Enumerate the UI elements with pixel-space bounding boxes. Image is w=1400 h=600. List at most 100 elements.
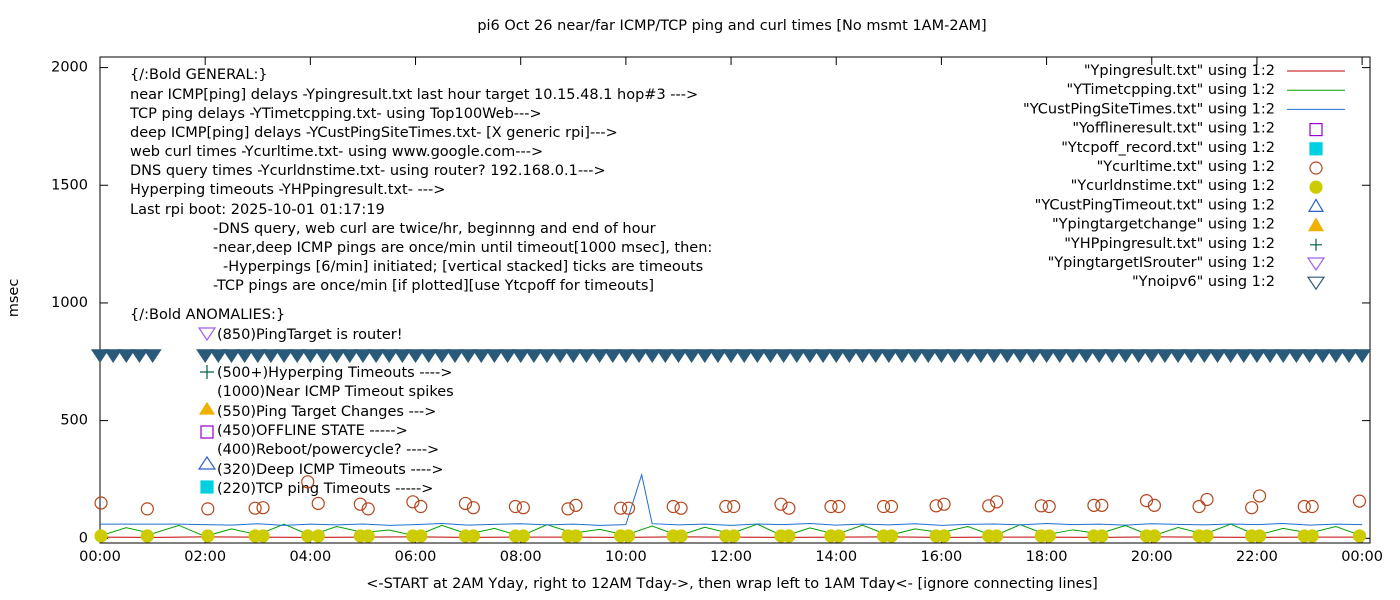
data-point: [932, 349, 951, 363]
data-point: [1200, 492, 1214, 507]
data-point: [1087, 498, 1101, 512]
data-point: [813, 349, 833, 363]
annotation: -TCP pings are once/min [if plotted][use…: [213, 278, 654, 294]
data-point: [261, 349, 281, 363]
data-point: [1208, 349, 1227, 363]
data-point: [1252, 489, 1267, 503]
data-point: [629, 349, 649, 363]
series-line: [100, 472, 1363, 526]
data-point: [1297, 499, 1311, 514]
data-point: [1300, 349, 1319, 363]
data-point: [1042, 529, 1056, 543]
data-point: [466, 529, 480, 543]
data-point: [1042, 499, 1056, 514]
data-point: [516, 529, 530, 543]
data-point: [876, 499, 891, 514]
data-point: [301, 475, 315, 489]
data-point: [393, 349, 412, 363]
data-point: [1195, 349, 1214, 363]
data-point: [1142, 349, 1161, 363]
legend-label: "Ytcpoff_record.txt" using 1:2: [1061, 140, 1275, 156]
data-point: [1247, 349, 1267, 363]
data-point: [288, 349, 307, 363]
data-point: [1095, 529, 1109, 543]
y-tick-label: 1000: [51, 295, 88, 311]
data-point: [832, 499, 846, 514]
symbol: [200, 425, 214, 439]
legend-label: "YCustPingTimeout.txt" using 1:2: [1035, 197, 1275, 213]
data-point: [879, 349, 898, 363]
data-point: [800, 349, 820, 363]
legend-label: "YpingtargetISrouter" using 1:2: [1048, 255, 1275, 271]
data-point: [1168, 349, 1188, 363]
legend-swatch: [1306, 257, 1326, 272]
symbol: [198, 401, 216, 415]
legend-swatch: [1309, 142, 1323, 156]
data-point: [1063, 349, 1082, 363]
data-point: [735, 349, 754, 363]
data-point: [414, 529, 428, 543]
data-point: [1090, 349, 1109, 363]
annotation: (550)Ping Target Changes --->: [217, 404, 436, 420]
legend-label: "Ycurldnstime.txt" using 1:2: [1071, 178, 1275, 194]
data-point: [458, 496, 473, 511]
data-point: [445, 349, 465, 363]
data-point: [361, 502, 375, 516]
data-point: [674, 529, 688, 543]
legend-label: "Ynoipv6" using 1:2: [1132, 274, 1275, 290]
data-point: [1024, 349, 1043, 363]
data-point: [569, 529, 583, 543]
data-point: [1034, 499, 1048, 513]
annotation: (450)OFFLINE STATE ----->: [217, 423, 408, 439]
x-tick-label: 20:00: [1131, 549, 1173, 565]
data-point: [905, 349, 925, 363]
data-point: [201, 502, 215, 516]
data-point: [666, 499, 680, 514]
data-point: [603, 349, 622, 363]
data-point: [616, 349, 636, 363]
data-point: [719, 499, 733, 514]
annotation: web curl times -Ycurltime.txt- using www…: [130, 144, 543, 160]
data-point: [695, 349, 714, 363]
x-tick-label: 14:00: [815, 549, 857, 565]
data-point: [511, 349, 530, 363]
y-tick-label: 2000: [51, 60, 88, 76]
data-point: [1147, 498, 1161, 512]
data-point: [466, 501, 480, 515]
data-point: [406, 495, 420, 509]
data-point: [414, 499, 428, 514]
data-point: [143, 349, 162, 363]
legend-swatch: [1310, 238, 1322, 251]
data-point: [1287, 349, 1306, 363]
data-point: [1313, 349, 1332, 363]
data-point: [1116, 349, 1135, 363]
data-point: [748, 349, 767, 363]
data-point: [140, 502, 154, 516]
data-point: [1192, 499, 1206, 514]
data-point: [840, 349, 859, 363]
symbol: [200, 480, 214, 494]
annotation: near ICMP[ping] delays -Ypingresult.txt …: [130, 87, 698, 103]
x-tick-label: 18:00: [1026, 549, 1068, 565]
annotation: -near,deep ICMP pings are once/min until…: [213, 240, 712, 256]
data-point: [577, 349, 596, 363]
data-point: [1274, 349, 1293, 363]
data-point: [1339, 349, 1359, 363]
annotation: {/:Bold GENERAL:}: [130, 67, 268, 83]
data-point: [1260, 349, 1280, 363]
legend-swatch: [1306, 276, 1326, 291]
data-point: [832, 529, 846, 543]
data-point: [782, 529, 796, 543]
data-point: [958, 349, 977, 363]
data-point: [256, 529, 270, 543]
legend-label: "YHPpingresult.txt" using 1:2: [1064, 236, 1275, 252]
data-point: [721, 349, 741, 363]
data-point: [361, 529, 375, 543]
data-point: [982, 499, 996, 513]
data-point: [419, 349, 438, 363]
data-point: [1352, 349, 1372, 363]
data-point: [937, 529, 951, 543]
annotation: (850)PingTarget is router!: [217, 327, 403, 343]
data-point: [1076, 349, 1096, 363]
data-point: [782, 501, 796, 515]
